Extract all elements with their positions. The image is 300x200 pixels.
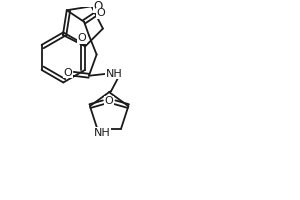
Text: NH: NH xyxy=(94,128,110,138)
Text: O: O xyxy=(105,96,113,106)
Text: O: O xyxy=(96,8,105,18)
Text: O: O xyxy=(105,96,113,106)
Text: NH: NH xyxy=(106,69,122,79)
Text: O: O xyxy=(63,68,72,78)
Text: O: O xyxy=(78,33,86,43)
Text: O: O xyxy=(93,0,103,13)
